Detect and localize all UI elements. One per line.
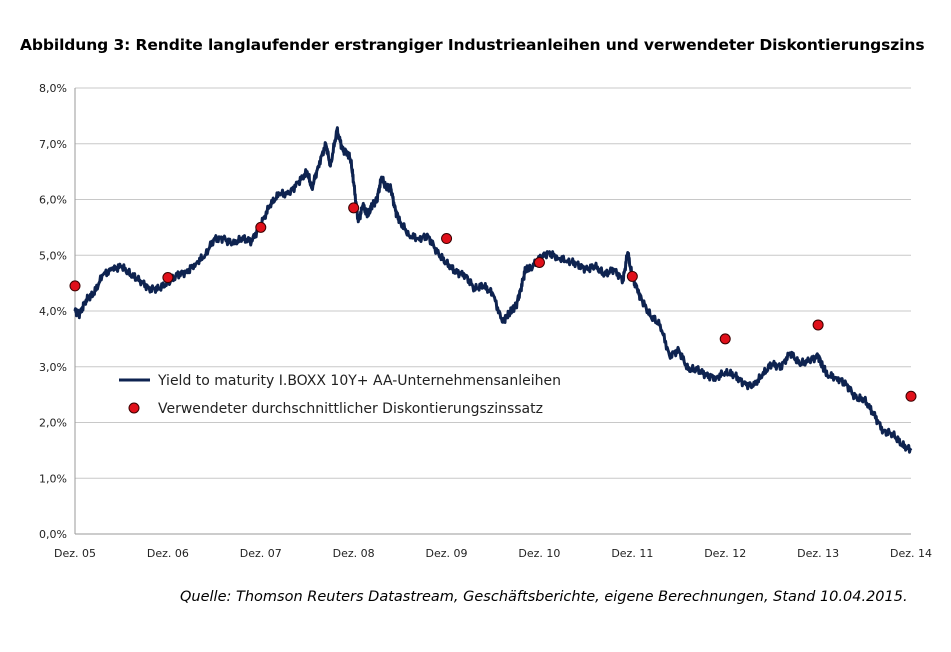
- plot-area: [69, 126, 917, 454]
- y-tick-label: 5,0%: [39, 249, 67, 262]
- y-axis-ticks: 0,0% 1,0% 2,0% 3,0% 4,0% 5,0% 6,0% 7,0% 8,0%: [39, 82, 67, 541]
- y-tick-label: 3,0%: [39, 361, 67, 374]
- source-note: Quelle: Thomson Reuters Datastream, Gesc…: [180, 589, 908, 605]
- series-line-yield: [73, 126, 913, 454]
- x-tick-label: Dez. 13: [797, 547, 839, 560]
- x-tick-label: Dez. 12: [704, 547, 746, 560]
- data-point-discount-rate: [162, 272, 174, 284]
- legend: Yield to maturity I.BOXX 10Y+ AA-Unterne…: [119, 373, 561, 417]
- y-tick-label: 1,0%: [39, 472, 67, 485]
- data-point-discount-rate: [255, 221, 267, 233]
- x-axis-ticks: Dez. 05 Dez. 06 Dez. 07 Dez. 08 Dez. 09 Dez. …: [54, 547, 932, 560]
- x-tick-label: Dez. 14: [890, 547, 932, 560]
- chart-title: Abbildung 3: Rendite langlaufender erstr…: [20, 36, 925, 54]
- x-tick-label: Dez. 08: [333, 547, 375, 560]
- x-tick-label: Dez. 09: [426, 547, 468, 560]
- legend-label-discount: Verwendeter durchschnittlicher Diskontie…: [158, 401, 543, 417]
- data-point-discount-rate: [905, 390, 917, 402]
- x-tick-label: Dez. 10: [518, 547, 560, 560]
- legend-marker-swatch: [128, 402, 140, 414]
- data-point-discount-rate: [626, 270, 638, 282]
- legend-label-yield: Yield to maturity I.BOXX 10Y+ AA-Unterne…: [157, 373, 561, 389]
- data-point-discount-rate: [69, 280, 81, 292]
- data-point-discount-rate: [812, 319, 824, 331]
- data-point-discount-rate: [719, 333, 731, 345]
- y-tick-label: 6,0%: [39, 194, 67, 207]
- grid-lines: [74, 87, 911, 535]
- y-tick-label: 0,0%: [39, 528, 67, 541]
- data-point-discount-rate: [533, 256, 545, 268]
- x-tick-label: Dez. 11: [611, 547, 653, 560]
- y-tick-label: 4,0%: [39, 305, 67, 318]
- data-point-discount-rate: [441, 233, 453, 245]
- y-tick-label: 2,0%: [39, 417, 67, 430]
- x-tick-label: Dez. 06: [147, 547, 189, 560]
- x-tick-label: Dez. 07: [240, 547, 282, 560]
- x-tick-label: Dez. 05: [54, 547, 96, 560]
- data-point-discount-rate: [348, 202, 360, 214]
- y-tick-label: 7,0%: [39, 138, 67, 151]
- y-tick-label: 8,0%: [39, 82, 67, 95]
